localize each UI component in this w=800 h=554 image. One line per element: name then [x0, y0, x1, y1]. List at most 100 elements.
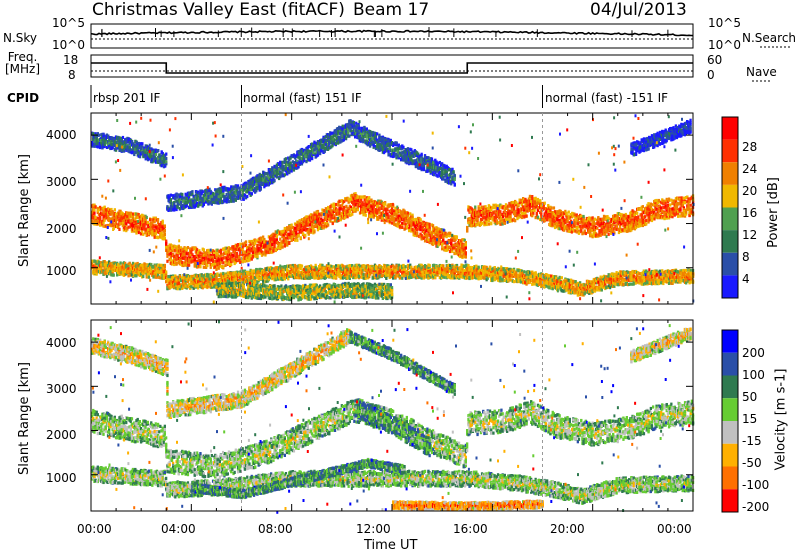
power-cell [94, 216, 96, 219]
power-cell [684, 201, 686, 204]
power-cell [230, 263, 232, 266]
power-cell [401, 222, 403, 225]
power-cell [281, 246, 283, 249]
power-cell [486, 223, 488, 226]
power-cell [393, 212, 395, 215]
power-cell [399, 225, 401, 228]
power-cell [466, 226, 468, 229]
power-cell [600, 234, 602, 237]
power-cell [269, 248, 271, 251]
power-cell [496, 220, 498, 223]
power-cell [142, 275, 144, 278]
power-cell [559, 221, 561, 224]
power-cell [668, 198, 670, 201]
power-cell [215, 268, 217, 271]
power-cell [187, 246, 189, 249]
power-cell [113, 274, 115, 277]
power-cell [260, 237, 262, 240]
power-cell [271, 243, 273, 246]
power-cell [625, 222, 627, 225]
power-cell [655, 204, 657, 207]
power-cell [601, 228, 603, 231]
power-cell [608, 233, 610, 236]
power-cell [639, 224, 641, 227]
power-cell [488, 223, 490, 226]
power-cell [203, 248, 205, 251]
power-cell [357, 195, 359, 198]
power-cell [365, 214, 367, 217]
power-cell [296, 239, 298, 242]
power-cell [205, 257, 207, 260]
power-cell [579, 225, 581, 228]
power-cell [179, 275, 181, 278]
power-cell [635, 216, 637, 219]
power-cell [546, 218, 548, 221]
power-cell [441, 247, 443, 250]
power-cell [288, 242, 290, 245]
power-cell [574, 222, 576, 225]
power-cell [589, 223, 591, 226]
power-cell [674, 214, 676, 217]
power-cell [212, 263, 214, 266]
power-cell [163, 277, 165, 280]
power-cell [167, 275, 169, 278]
power-cell [522, 212, 524, 215]
power-cell [384, 203, 386, 206]
power-cell [642, 205, 644, 208]
power-cell [616, 224, 618, 227]
power-cell [164, 229, 166, 232]
power-cell [551, 206, 553, 209]
power-cell [361, 195, 363, 198]
power-cell [663, 212, 665, 215]
power-cell [387, 214, 389, 217]
power-cell [178, 282, 180, 285]
power-cell [164, 236, 166, 239]
power-cell [311, 223, 313, 226]
power-cell [594, 218, 596, 221]
power-cell [544, 219, 546, 222]
power-cell [687, 204, 689, 207]
power-cell [545, 214, 547, 217]
power-cell [357, 208, 359, 211]
power-cell [337, 204, 339, 207]
power-cell [565, 212, 567, 215]
power-cell [245, 240, 247, 243]
power-cell [669, 203, 671, 206]
power-cell [286, 243, 288, 246]
power-cell [308, 232, 310, 235]
power-cell [222, 261, 224, 264]
power-cell [424, 239, 426, 242]
power-cell [118, 228, 120, 231]
power-cell [300, 236, 302, 239]
power-cell [125, 222, 127, 225]
power-cell [557, 215, 559, 218]
power-cell [232, 254, 234, 257]
power-cell [413, 218, 415, 221]
power-cell [661, 209, 663, 212]
power-cell [164, 224, 166, 227]
power-cell [658, 199, 660, 202]
power-cell [335, 203, 337, 206]
power-cell [327, 223, 329, 226]
power-cell [251, 269, 253, 272]
power-cell [164, 233, 166, 236]
power-cell [483, 216, 485, 219]
power-cell [465, 243, 467, 246]
power-cell [505, 203, 507, 206]
power-cell [119, 261, 121, 264]
power-cell [673, 199, 675, 202]
power-cell [670, 199, 672, 202]
power-cell [258, 247, 260, 250]
power-cell [302, 232, 304, 235]
power-cell [362, 202, 364, 205]
power-cell [146, 216, 148, 219]
power-cell [625, 215, 627, 218]
power-cell [683, 197, 685, 200]
power-cell [114, 208, 116, 211]
power-cell [97, 209, 99, 212]
power-cell [548, 214, 550, 217]
power-cell [341, 204, 343, 207]
power-cell [132, 216, 134, 219]
power-cell [336, 208, 338, 211]
